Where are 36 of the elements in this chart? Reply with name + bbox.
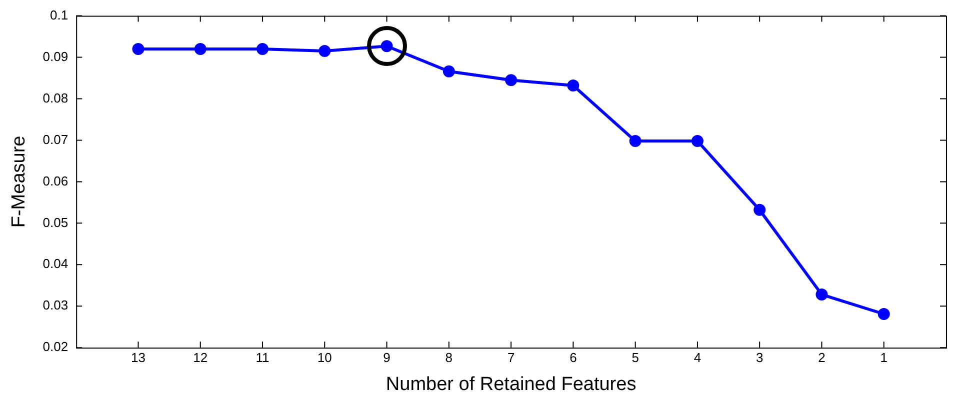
point [194,42,206,55]
point [629,135,642,148]
point [318,45,331,58]
x-tick-label: 13 [131,350,146,365]
y-tick-label: 0.05 [42,214,68,230]
x-tick-label: 1 [880,350,888,365]
x-tick-label: 6 [570,350,577,365]
y-axis-title: F-Measure [8,136,30,228]
x-tick-label: 11 [256,350,270,365]
x-tick-label: 12 [193,350,208,365]
y-tick-label: 0.09 [42,48,68,64]
x-tick-label: 4 [694,350,702,365]
point [691,135,704,148]
x-axis-title: Number of Retained Features [386,374,636,395]
point [816,288,828,301]
x-tick-label: 10 [317,350,332,365]
point [567,79,580,92]
point [132,42,144,55]
x-tick-label: 8 [445,350,453,365]
y-tick-label: 0.07 [42,132,68,147]
point [256,42,269,55]
y-tick-label: 0.04 [42,256,68,272]
y-tick-label: 0.06 [42,173,68,188]
point [754,204,766,216]
y-tick-label: 0.1 [50,7,68,22]
x-tick-label: 3 [756,350,764,365]
y-tick-label: 0.03 [42,298,68,313]
x-tick-label: 9 [383,350,390,365]
x-tick-label: 7 [507,350,515,365]
x-tick-label: 5 [632,350,639,365]
y-tick-label: 0.02 [42,339,68,354]
y-tick-label: 0.08 [42,90,68,106]
point [878,308,890,320]
x-tick-label: 2 [818,350,826,365]
point [442,65,455,78]
point [505,74,518,86]
